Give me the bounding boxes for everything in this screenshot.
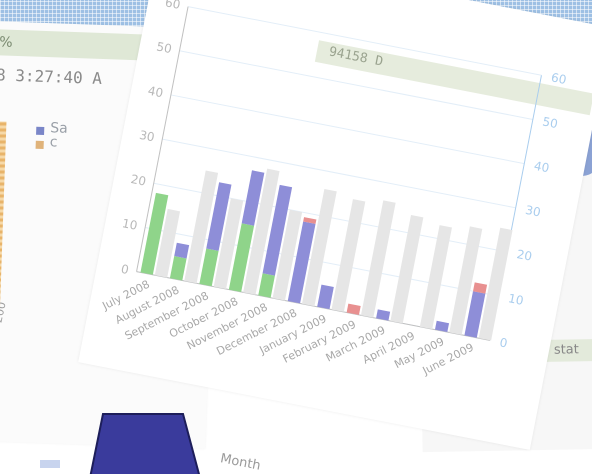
comparison-bar — [272, 209, 303, 301]
y-tick-label: 30 — [138, 128, 156, 145]
bar-segment — [262, 184, 293, 276]
y2-tick-label: 10 — [507, 291, 525, 308]
y2-tick-label: 60 — [550, 70, 568, 87]
y-tick-label: 20 — [130, 172, 148, 189]
bar-segment — [472, 282, 488, 294]
bar-segment — [169, 256, 187, 281]
bar-segment — [346, 303, 361, 315]
bar-segment — [464, 291, 486, 338]
bar-segment — [199, 248, 219, 287]
y-tick-label: 50 — [155, 39, 173, 56]
stacked-bar — [0, 121, 7, 312]
legend-swatch-orange — [35, 140, 44, 149]
y-tick-label: 60 — [164, 0, 182, 12]
y2-tick-label: 30 — [524, 203, 542, 220]
bar-segment — [140, 192, 169, 275]
bar-segment — [434, 320, 450, 333]
bar-segment — [228, 223, 255, 292]
comparison-bar — [360, 200, 396, 318]
y-axis — [136, 6, 189, 272]
timestamp: 8 3:27:40 A — [0, 65, 103, 88]
decorative-mark — [40, 460, 60, 468]
comparison-bar — [302, 188, 337, 307]
legend-text: Sa c — [49, 120, 69, 151]
chart-card: 94158 D 0 10 20 30 40 50 60 0 10 20 30 40 50 60 July 2… — [78, 0, 592, 450]
y2-tick-label: 50 — [541, 114, 559, 131]
y2-tick-label: 0 — [498, 335, 508, 350]
y-tick-label: 10 — [121, 216, 139, 233]
left-window-title: % — [0, 34, 13, 51]
comparison-bar — [184, 170, 219, 284]
comparison-bar — [331, 199, 366, 312]
comparison-bar — [390, 214, 424, 324]
comparison-bar — [478, 227, 513, 341]
bar-segment — [303, 217, 317, 224]
gridline — [170, 94, 525, 165]
comparison-bar — [243, 168, 280, 295]
bar-segment — [206, 182, 232, 251]
y2-tick-label: 20 — [516, 247, 534, 264]
bar-segment — [376, 309, 391, 321]
y-tick-label: 40 — [147, 84, 165, 101]
y2-tick-label: 40 — [533, 159, 551, 176]
comparison-bar — [154, 208, 181, 278]
bar-segment — [241, 170, 265, 226]
gridline — [187, 6, 542, 76]
dark-trapezoid — [89, 413, 200, 474]
side-label: 200 — [0, 300, 9, 324]
legend-swatch-blue — [36, 126, 45, 136]
gridline — [179, 50, 533, 120]
bar-segment — [317, 284, 334, 310]
status-text: stat — [553, 342, 579, 358]
comparison-bar — [213, 198, 244, 290]
comparison-bar — [449, 226, 483, 335]
y-tick-label: 0 — [120, 262, 130, 277]
bar-segment — [258, 273, 275, 298]
comparison-bar — [419, 225, 452, 330]
status-bar: stat — [545, 337, 592, 362]
x-axis-title: Month — [218, 451, 262, 474]
gridline — [162, 138, 516, 209]
bar-segment — [287, 221, 316, 304]
bar-segment — [174, 242, 190, 259]
